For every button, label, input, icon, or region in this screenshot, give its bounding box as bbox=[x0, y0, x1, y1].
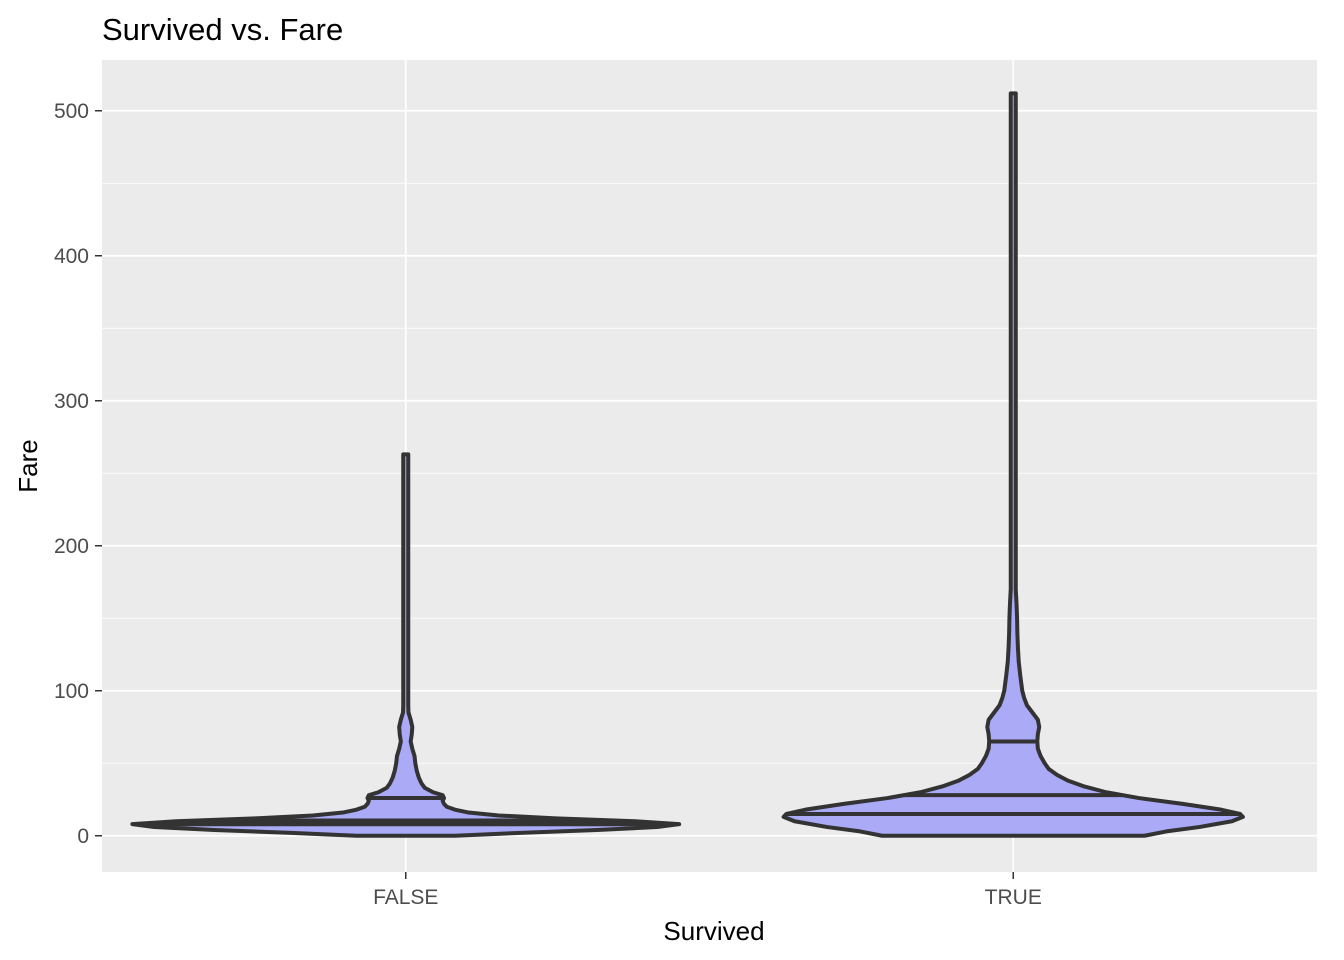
y-tick-label: 500 bbox=[54, 100, 89, 123]
x-axis-title: Survived bbox=[663, 916, 764, 946]
plot-panel bbox=[102, 60, 1317, 872]
y-tick-label: 300 bbox=[54, 390, 89, 413]
y-tick-label: 0 bbox=[77, 825, 89, 848]
y-axis-title: Fare bbox=[13, 439, 43, 492]
minor-gridlines bbox=[102, 182, 1317, 764]
y-tick-label: 400 bbox=[54, 245, 89, 268]
y-axis: 0 100 200 300 400 500 bbox=[54, 100, 102, 848]
x-axis: FALSE TRUE bbox=[373, 872, 1042, 909]
violin-false bbox=[130, 452, 682, 838]
violin-true bbox=[781, 91, 1245, 838]
x-tick-label: FALSE bbox=[373, 886, 438, 909]
chart-title: Survived vs. Fare bbox=[102, 12, 343, 47]
violins bbox=[130, 91, 1245, 838]
y-tick-label: 100 bbox=[54, 680, 89, 703]
y-tick-label: 200 bbox=[54, 535, 89, 558]
x-tick-label: TRUE bbox=[985, 886, 1042, 909]
